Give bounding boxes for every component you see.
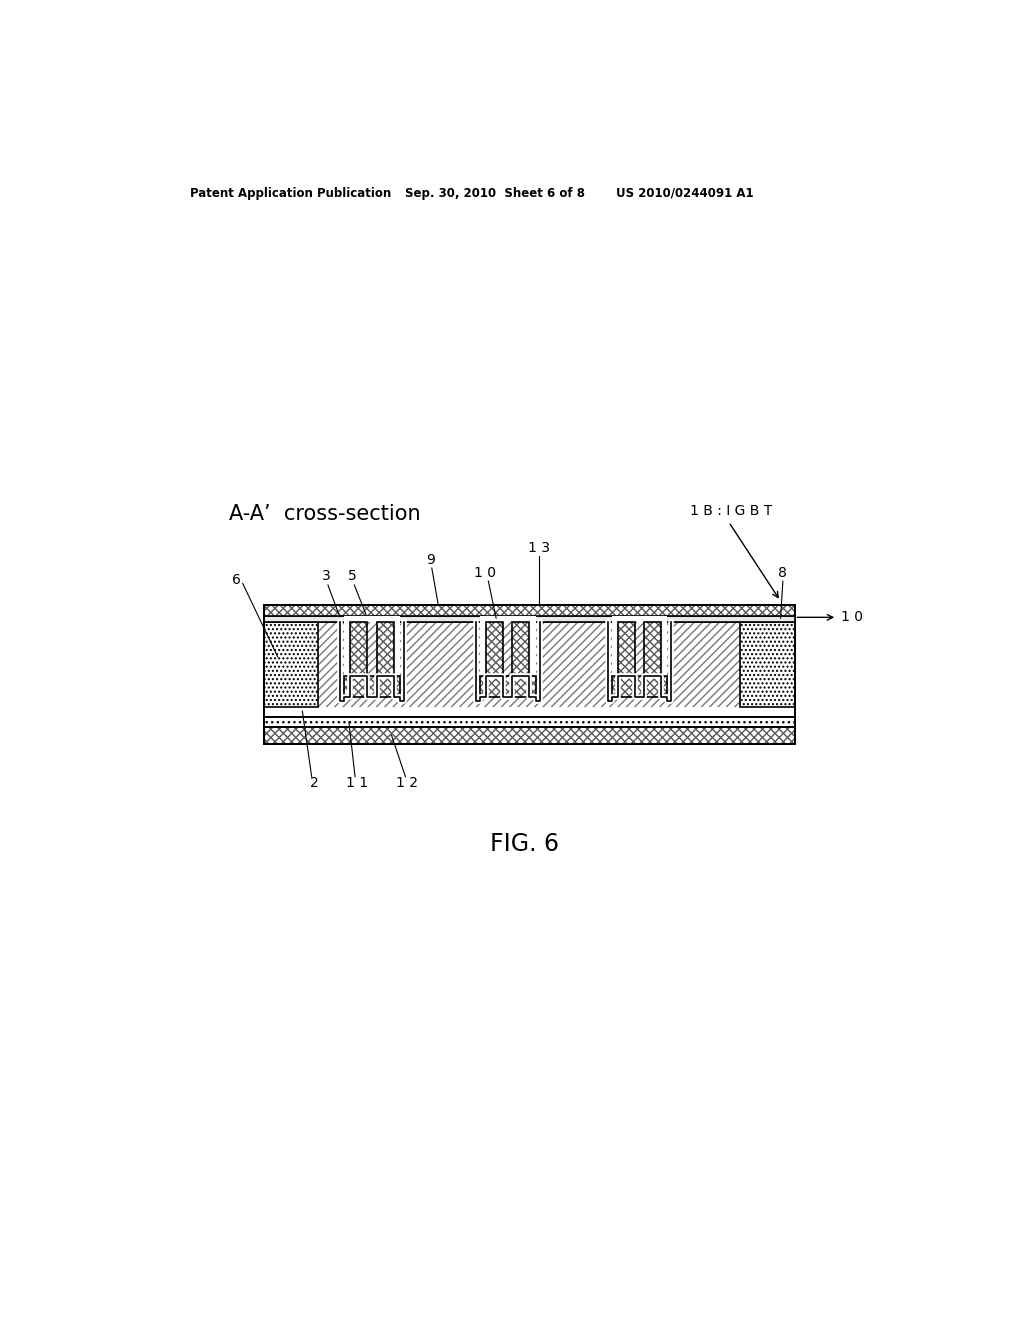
Bar	[263, 726, 795, 743]
Bar	[368, 622, 377, 676]
Text: Sep. 30, 2010  Sheet 6 of 8: Sep. 30, 2010 Sheet 6 of 8	[406, 187, 586, 199]
Text: 1 2: 1 2	[396, 776, 418, 789]
Bar	[344, 676, 400, 697]
Bar	[512, 622, 529, 676]
Bar	[503, 622, 512, 676]
Bar	[512, 622, 529, 676]
Bar	[486, 622, 529, 676]
Bar	[377, 622, 394, 676]
Bar	[480, 676, 536, 697]
Bar	[377, 622, 394, 676]
Bar	[344, 676, 400, 697]
Bar	[611, 615, 668, 697]
Text: 5: 5	[348, 569, 357, 583]
Bar	[512, 622, 529, 676]
Bar	[350, 622, 368, 676]
Bar	[263, 718, 795, 726]
Text: 2: 2	[309, 776, 318, 789]
Text: 1 0: 1 0	[841, 610, 863, 624]
Bar	[263, 605, 795, 615]
Bar	[486, 622, 503, 676]
Bar	[644, 622, 662, 676]
Text: 1 B : I G B T: 1 B : I G B T	[690, 504, 772, 517]
Bar	[611, 676, 668, 697]
Bar	[263, 605, 795, 743]
Text: 8: 8	[778, 565, 787, 579]
Bar	[263, 605, 795, 615]
Bar	[263, 615, 795, 622]
Bar	[644, 622, 662, 676]
Bar	[486, 622, 503, 676]
Text: Patent Application Publication: Patent Application Publication	[190, 187, 391, 199]
Bar	[617, 622, 635, 676]
Bar	[644, 622, 662, 676]
Bar	[263, 726, 795, 743]
Bar	[617, 622, 662, 676]
Bar	[344, 676, 400, 697]
Bar	[635, 622, 644, 676]
Bar	[486, 622, 503, 676]
Bar	[344, 615, 400, 697]
Text: 9: 9	[426, 553, 434, 566]
Bar	[368, 622, 377, 676]
Bar	[263, 622, 317, 706]
Text: US 2010/0244091 A1: US 2010/0244091 A1	[616, 187, 754, 199]
Text: 1 1: 1 1	[345, 776, 368, 789]
Bar	[480, 676, 536, 697]
Bar	[617, 622, 635, 676]
Bar	[317, 622, 740, 706]
Bar	[350, 622, 368, 676]
Text: A-A’  cross-section: A-A’ cross-section	[228, 504, 421, 524]
Bar	[611, 676, 668, 697]
Bar	[350, 622, 368, 676]
Text: FIG. 6: FIG. 6	[490, 832, 559, 855]
Bar	[740, 622, 795, 706]
Bar	[350, 622, 394, 676]
Bar	[263, 605, 795, 615]
Text: 3: 3	[322, 569, 331, 583]
Bar	[611, 676, 668, 697]
Bar	[263, 726, 795, 743]
Bar	[617, 622, 635, 676]
Text: 1 0: 1 0	[473, 565, 496, 579]
Bar	[480, 676, 536, 697]
Bar	[377, 622, 394, 676]
Text: 1 3: 1 3	[527, 541, 550, 554]
Text: 6: 6	[232, 573, 241, 586]
Bar	[503, 622, 512, 676]
Bar	[480, 615, 536, 697]
Bar	[263, 605, 795, 743]
Bar	[635, 622, 644, 676]
